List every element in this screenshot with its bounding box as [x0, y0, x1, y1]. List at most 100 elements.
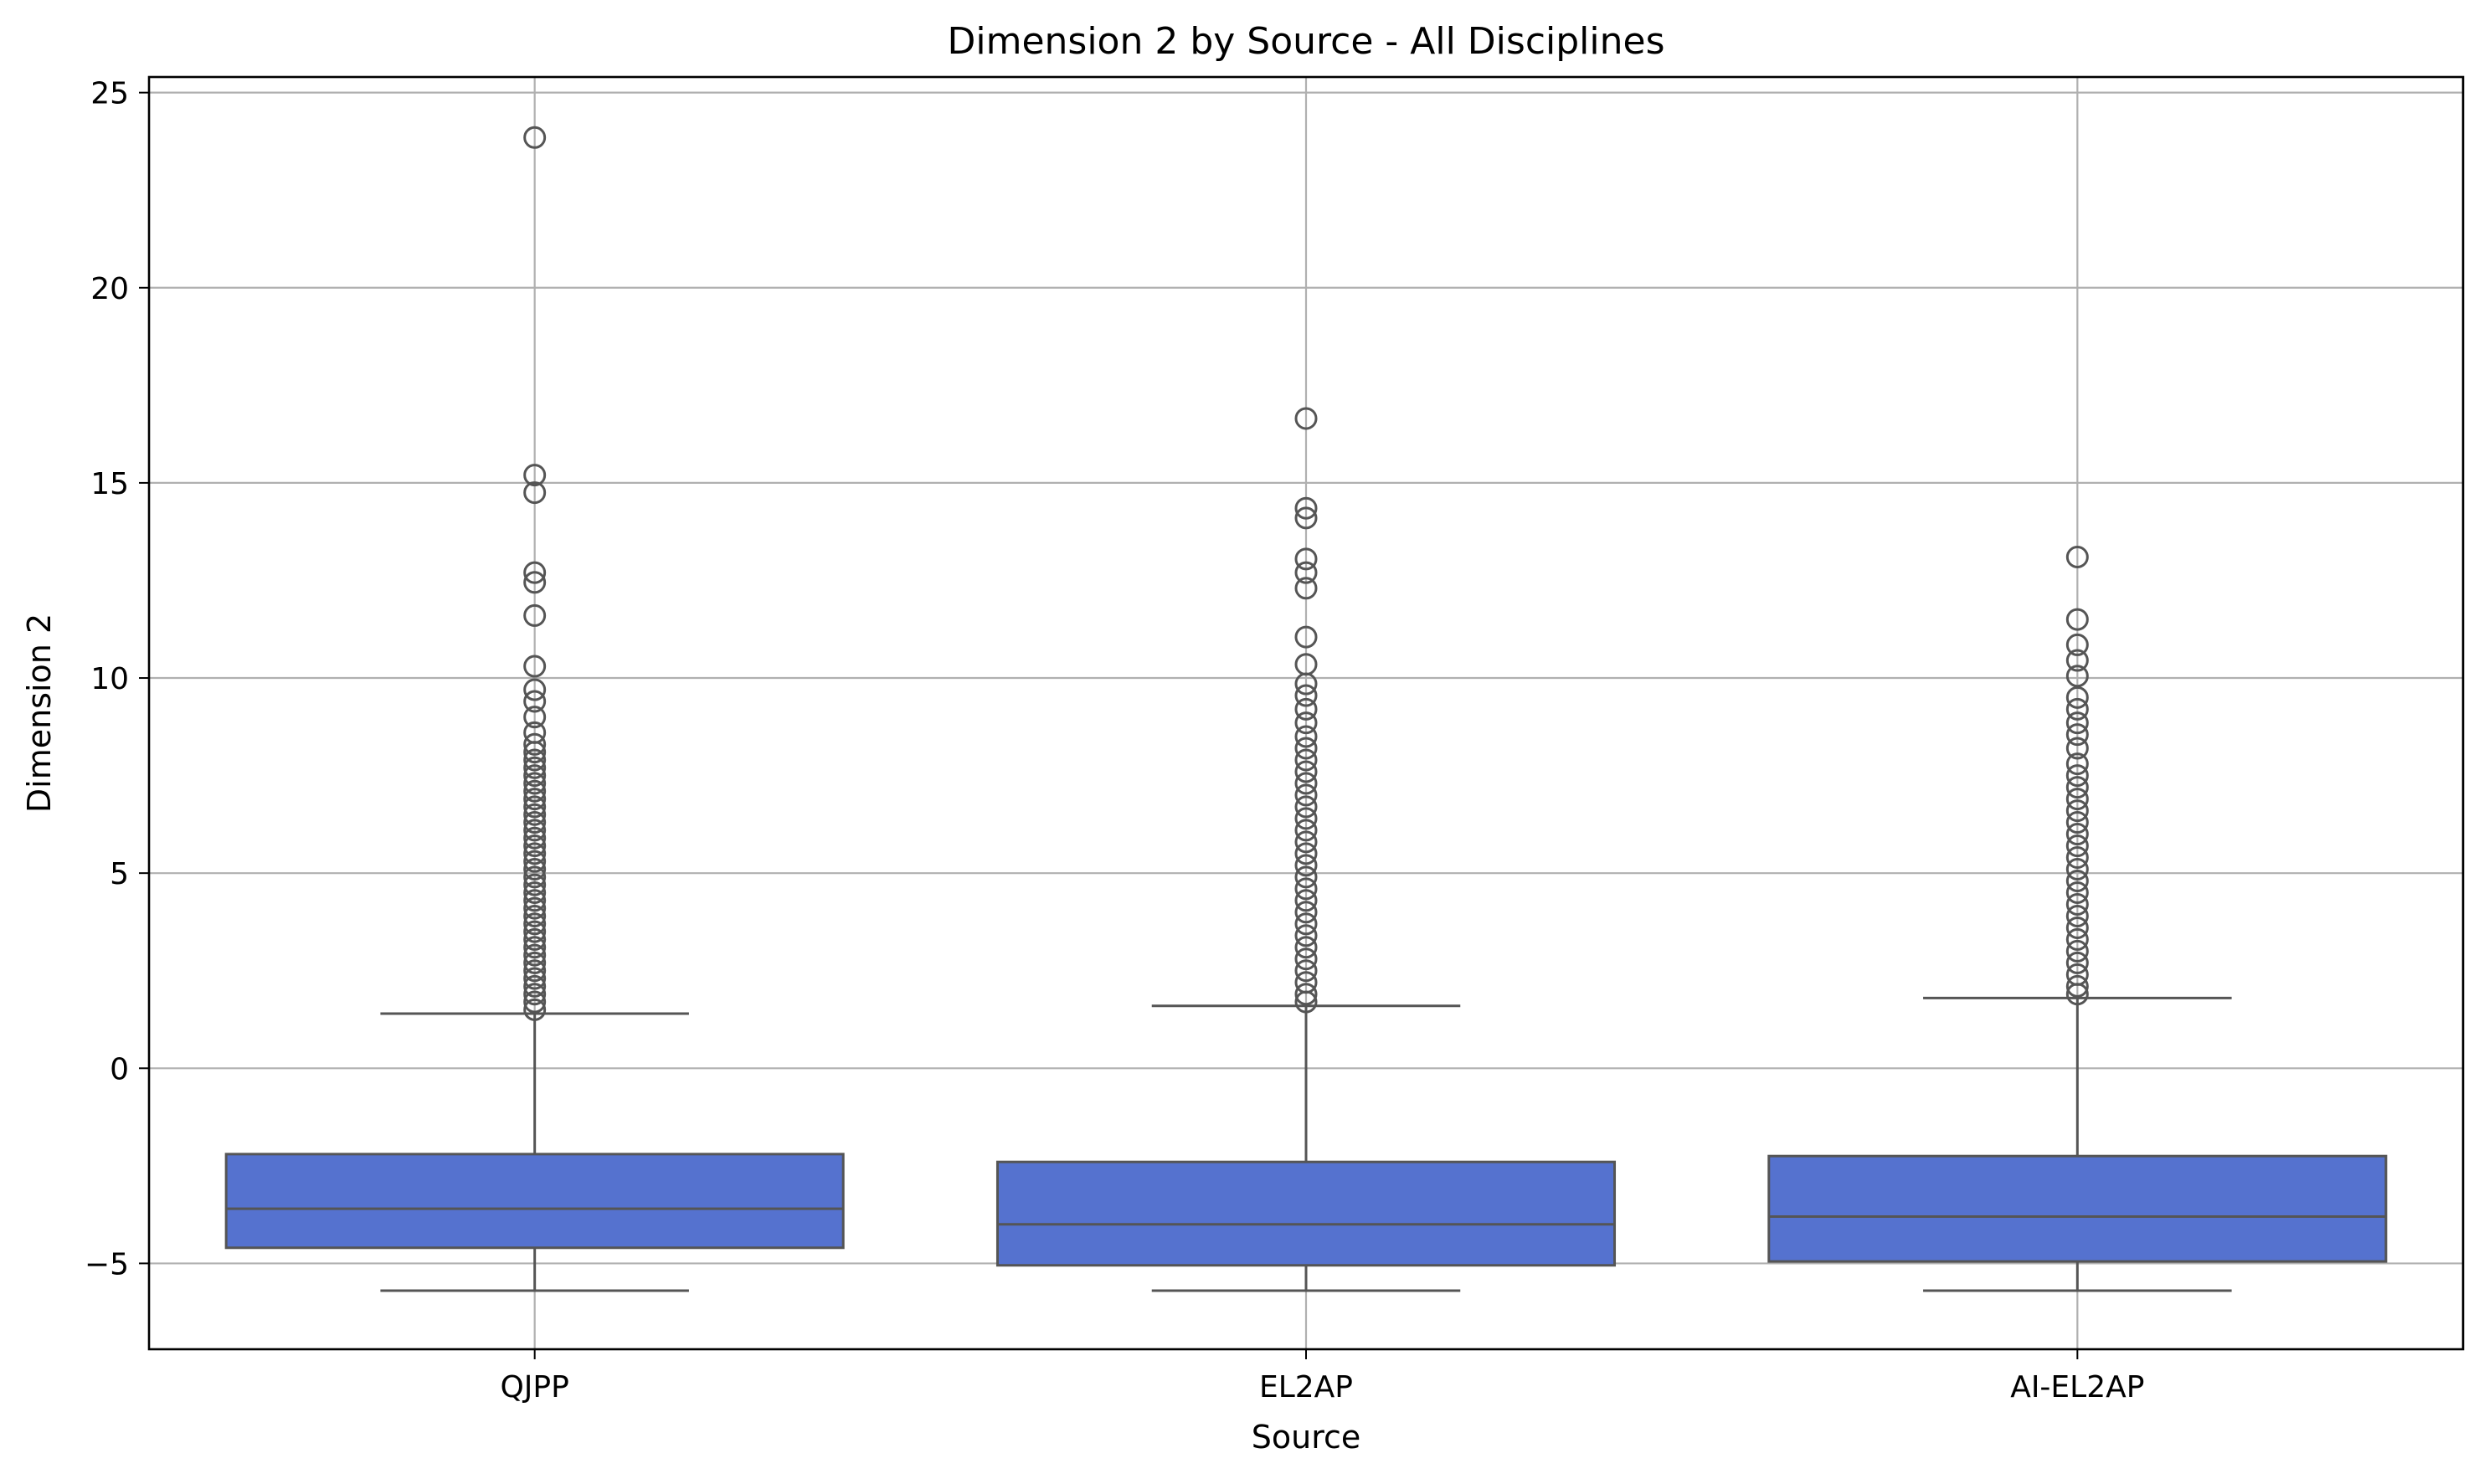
y-tick-label: 0 [110, 1052, 129, 1086]
outlier-point [2065, 665, 2089, 688]
outlier-point [523, 858, 547, 881]
outlier-point [1294, 684, 1318, 707]
outlier-point [1294, 924, 1318, 947]
outlier-point [523, 896, 547, 920]
outlier-point [2065, 904, 2089, 927]
outlier-point [523, 819, 547, 842]
outlier-point [2065, 811, 2089, 834]
outlier-point [2065, 799, 2089, 823]
outlier-point [523, 873, 547, 896]
x-tick-label: AI-EL2AP [2010, 1370, 2144, 1404]
outlier-point [523, 850, 547, 873]
outlier-point [523, 764, 547, 788]
outlier-point [1294, 842, 1318, 865]
outlier-point [523, 834, 547, 858]
outlier-point [1294, 711, 1318, 735]
outlier-point [2065, 764, 2089, 788]
outlier-point [2065, 927, 2089, 951]
outlier-point [2065, 711, 2089, 735]
outlier-point [2065, 776, 2089, 799]
outlier-point [2065, 823, 2089, 846]
outlier-point [523, 706, 547, 729]
outlier-point [523, 865, 547, 889]
outlier-point [2065, 846, 2089, 870]
outlier-point [2065, 916, 2089, 939]
outlier-point [1294, 983, 1318, 1006]
outlier-point [1294, 496, 1318, 520]
outlier-point [1294, 760, 1318, 783]
outlier-point [523, 959, 547, 983]
outlier-point [1294, 819, 1318, 842]
outlier-point [2065, 737, 2089, 760]
outlier-point [523, 732, 547, 756]
box-group [224, 1012, 845, 1292]
outlier-point [523, 655, 547, 678]
y-tick-label: 5 [110, 857, 129, 891]
outlier-point [523, 904, 547, 927]
outlier-point [523, 748, 547, 772]
outlier-point [1294, 561, 1318, 584]
outlier-point [523, 464, 547, 487]
y-tick-label: −5 [85, 1247, 129, 1281]
outlier-point [523, 974, 547, 998]
outlier-point [1294, 877, 1318, 901]
outlier-point [523, 561, 547, 584]
outlier-point [523, 889, 547, 912]
outlier-point [2065, 939, 2089, 963]
outlier-point [2065, 834, 2089, 858]
outlier-point [2065, 788, 2089, 811]
outlier-point [523, 826, 547, 850]
iqr-box [224, 1153, 845, 1250]
outlier-point [523, 756, 547, 779]
outlier-point [1294, 783, 1318, 807]
outlier-point [523, 967, 547, 990]
outlier-point [1294, 959, 1318, 983]
outlier-point [2065, 951, 2089, 974]
iqr-box [1767, 1154, 2388, 1263]
x-axis-label: Source [1252, 1419, 1361, 1456]
outlier-point [523, 126, 547, 149]
outlier-point [2065, 983, 2089, 1006]
outlier-point [1294, 672, 1318, 696]
outlier-point [1294, 936, 1318, 959]
outlier-point [1294, 990, 1318, 1014]
outlier-point [1294, 737, 1318, 760]
ticks-layer: −5 0 5 10 15 20 25 QJPP EL2AP AI-EL2AP [85, 77, 2145, 1404]
outlier-point [523, 912, 547, 936]
outlier-point [523, 936, 547, 959]
outlier-point [523, 741, 547, 764]
outlier-point [523, 481, 547, 505]
outlier-point [1294, 830, 1318, 854]
outlier-point [1294, 772, 1318, 795]
outlier-point [1294, 807, 1318, 830]
y-tick-label: 20 [90, 272, 129, 306]
outlier-point [523, 811, 547, 834]
outlier-point [523, 881, 547, 904]
outlier-point [1294, 854, 1318, 877]
outlier-point [1294, 795, 1318, 819]
outlier-point [523, 842, 547, 865]
outlier-point [1294, 625, 1318, 649]
outlier-point [523, 690, 547, 713]
outlier-point [523, 927, 547, 951]
outlier-point [523, 788, 547, 811]
outlier-point [1294, 889, 1318, 912]
outlier-point [523, 803, 547, 826]
outlier-point [523, 571, 547, 594]
outlier-point [2065, 545, 2089, 568]
x-tick-label: QJPP [500, 1370, 568, 1404]
outlier-point [1294, 725, 1318, 748]
outlier-point [2065, 974, 2089, 998]
outlier-point [2065, 633, 2089, 656]
outlier-point [523, 951, 547, 974]
outlier-point [2065, 649, 2089, 672]
y-tick-label: 10 [90, 662, 129, 696]
y-tick-label: 25 [90, 77, 129, 111]
outlier-point [2065, 869, 2089, 892]
outlier-point [523, 998, 547, 1021]
outlier-point [1294, 865, 1318, 889]
outlier-point [2065, 892, 2089, 916]
box-group [1767, 996, 2388, 1292]
outlier-point [2065, 723, 2089, 747]
outlier-point [1294, 547, 1318, 571]
